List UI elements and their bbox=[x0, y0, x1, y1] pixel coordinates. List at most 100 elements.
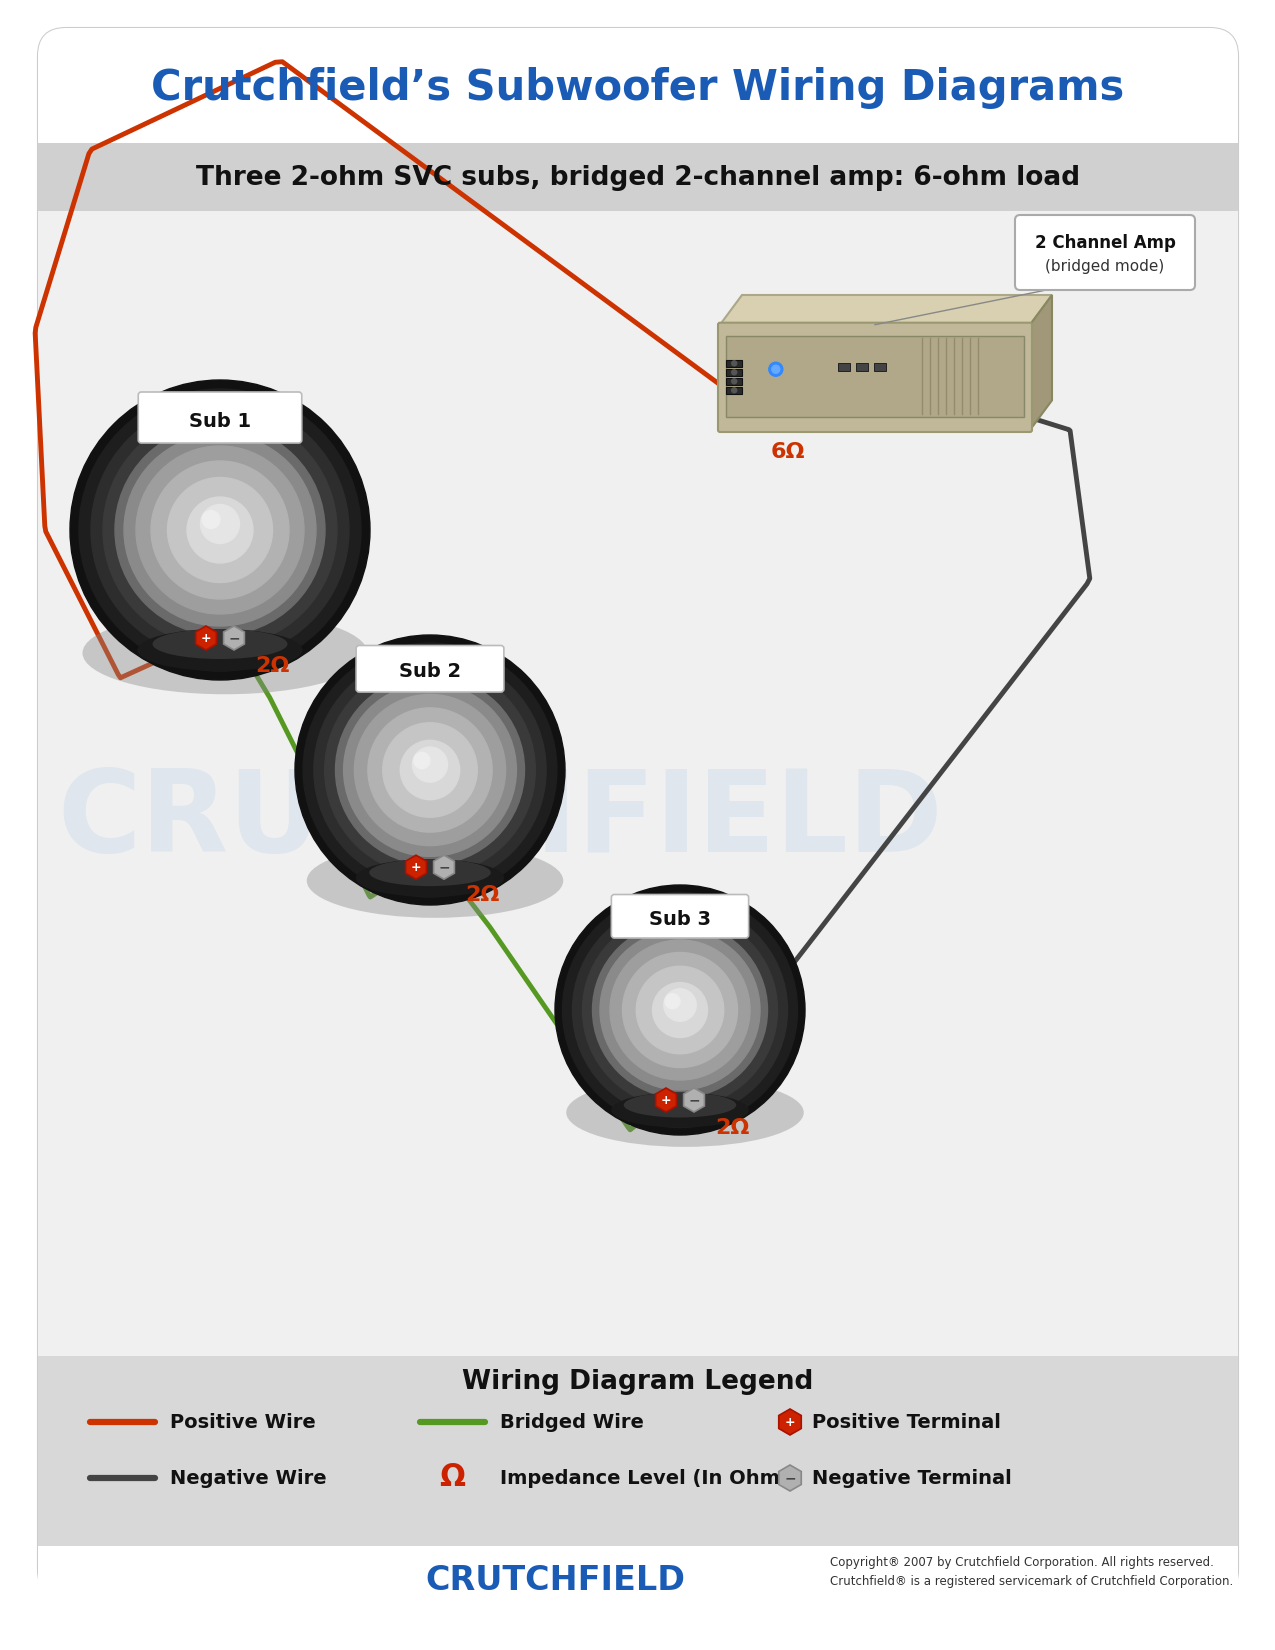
Polygon shape bbox=[1030, 295, 1052, 431]
Text: Positive Terminal: Positive Terminal bbox=[812, 1412, 1001, 1432]
Text: Negative Terminal: Negative Terminal bbox=[812, 1468, 1012, 1488]
Text: Negative Wire: Negative Wire bbox=[170, 1468, 326, 1488]
Text: 2 Channel Amp: 2 Channel Amp bbox=[1034, 234, 1176, 252]
Circle shape bbox=[382, 723, 477, 817]
Circle shape bbox=[666, 993, 680, 1008]
Text: 2Ω: 2Ω bbox=[465, 884, 500, 906]
Text: CRUTCHFIELD: CRUTCHFIELD bbox=[425, 1564, 685, 1597]
Text: Sub 1: Sub 1 bbox=[189, 411, 251, 431]
Circle shape bbox=[295, 635, 565, 904]
Circle shape bbox=[609, 940, 750, 1081]
Circle shape bbox=[601, 931, 760, 1091]
Text: Sub 2: Sub 2 bbox=[399, 663, 462, 681]
FancyBboxPatch shape bbox=[718, 323, 1031, 432]
Polygon shape bbox=[655, 1087, 677, 1112]
FancyBboxPatch shape bbox=[356, 645, 504, 691]
Ellipse shape bbox=[566, 1077, 803, 1147]
Circle shape bbox=[412, 747, 448, 782]
Text: Three 2-ohm SVC subs, bridged 2-channel amp: 6-ohm load: Three 2-ohm SVC subs, bridged 2-channel … bbox=[196, 165, 1080, 191]
Circle shape bbox=[70, 380, 370, 680]
Bar bbox=[38, 1546, 1238, 1576]
Text: 2Ω: 2Ω bbox=[715, 1119, 750, 1138]
Text: Positive Wire: Positive Wire bbox=[170, 1412, 316, 1432]
Circle shape bbox=[343, 683, 516, 856]
Circle shape bbox=[187, 497, 252, 563]
Circle shape bbox=[555, 884, 805, 1135]
Bar bbox=[856, 363, 868, 371]
Text: CRUTCHFIELD: CRUTCHFIELD bbox=[57, 764, 942, 876]
Bar bbox=[727, 335, 1024, 416]
Circle shape bbox=[325, 665, 536, 874]
Ellipse shape bbox=[138, 629, 302, 672]
Circle shape bbox=[136, 446, 303, 614]
Text: 2Ω: 2Ω bbox=[255, 657, 289, 676]
Circle shape bbox=[583, 912, 778, 1107]
Circle shape bbox=[335, 675, 524, 865]
FancyBboxPatch shape bbox=[38, 28, 1238, 1597]
Circle shape bbox=[91, 401, 349, 658]
Ellipse shape bbox=[611, 1092, 748, 1127]
Circle shape bbox=[593, 922, 768, 1097]
Text: Wiring Diagram Legend: Wiring Diagram Legend bbox=[463, 1370, 813, 1394]
Text: +: + bbox=[411, 861, 421, 875]
Circle shape bbox=[732, 370, 737, 375]
Text: Bridged Wire: Bridged Wire bbox=[500, 1412, 644, 1432]
Ellipse shape bbox=[623, 1092, 736, 1117]
Circle shape bbox=[103, 412, 337, 647]
Polygon shape bbox=[405, 855, 426, 879]
Bar bbox=[727, 386, 742, 394]
Circle shape bbox=[732, 361, 737, 366]
Polygon shape bbox=[683, 1087, 704, 1112]
Ellipse shape bbox=[356, 860, 504, 898]
Circle shape bbox=[200, 505, 240, 543]
Circle shape bbox=[664, 988, 696, 1021]
FancyBboxPatch shape bbox=[38, 1546, 1238, 1629]
Text: Impedance Level (In Ohms): Impedance Level (In Ohms) bbox=[500, 1468, 801, 1488]
Circle shape bbox=[769, 363, 783, 376]
Polygon shape bbox=[434, 855, 454, 879]
FancyBboxPatch shape bbox=[138, 393, 302, 442]
Circle shape bbox=[303, 644, 557, 898]
Bar bbox=[727, 360, 742, 366]
Circle shape bbox=[368, 708, 492, 832]
Text: 6Ω: 6Ω bbox=[771, 442, 806, 462]
Circle shape bbox=[572, 903, 788, 1117]
Text: (bridged mode): (bridged mode) bbox=[1046, 259, 1164, 274]
Text: +: + bbox=[660, 1094, 672, 1107]
Text: Copyright® 2007 by Crutchfield Corporation. All rights reserved.
Crutchfield® is: Copyright® 2007 by Crutchfield Corporati… bbox=[830, 1556, 1233, 1587]
Circle shape bbox=[732, 388, 737, 393]
Bar bbox=[38, 211, 1238, 1356]
Text: −: − bbox=[688, 1092, 700, 1107]
Bar bbox=[38, 144, 1238, 211]
Polygon shape bbox=[720, 295, 1052, 325]
Circle shape bbox=[354, 695, 506, 845]
Circle shape bbox=[732, 380, 737, 384]
Ellipse shape bbox=[370, 860, 491, 886]
Polygon shape bbox=[779, 1465, 801, 1492]
Bar bbox=[838, 363, 850, 371]
Polygon shape bbox=[223, 625, 245, 650]
Circle shape bbox=[562, 893, 797, 1127]
Text: −: − bbox=[439, 860, 450, 874]
Circle shape bbox=[201, 510, 221, 528]
Circle shape bbox=[115, 426, 325, 635]
FancyBboxPatch shape bbox=[38, 28, 1238, 144]
Circle shape bbox=[653, 982, 708, 1038]
Bar bbox=[873, 363, 886, 371]
Text: −: − bbox=[784, 1472, 796, 1485]
Bar bbox=[727, 378, 742, 384]
Polygon shape bbox=[195, 625, 217, 650]
Circle shape bbox=[636, 967, 724, 1054]
Ellipse shape bbox=[83, 612, 367, 695]
Circle shape bbox=[150, 460, 289, 599]
Text: +: + bbox=[200, 632, 212, 645]
Text: Sub 3: Sub 3 bbox=[649, 909, 711, 929]
Circle shape bbox=[414, 752, 430, 769]
FancyBboxPatch shape bbox=[612, 894, 748, 937]
FancyBboxPatch shape bbox=[1015, 214, 1195, 290]
Circle shape bbox=[124, 434, 316, 625]
Circle shape bbox=[622, 952, 737, 1068]
Text: Ω: Ω bbox=[439, 1464, 465, 1493]
Ellipse shape bbox=[153, 629, 287, 658]
Ellipse shape bbox=[307, 843, 564, 917]
